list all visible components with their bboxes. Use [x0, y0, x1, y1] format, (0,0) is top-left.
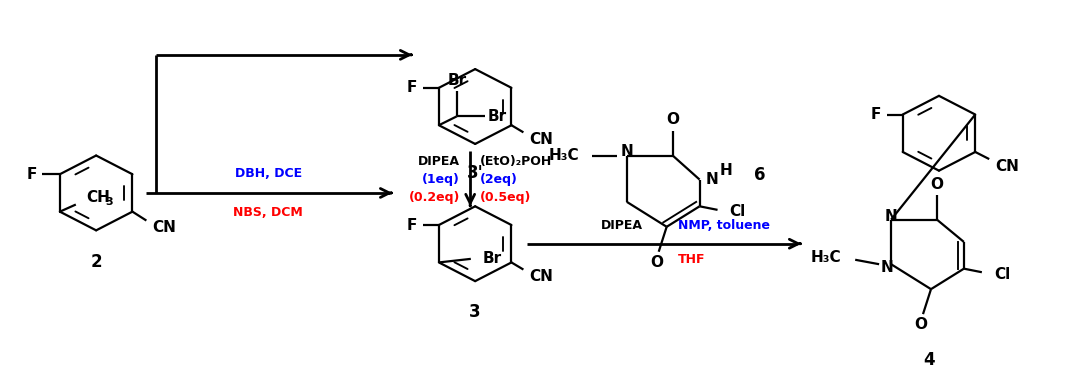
Text: 3': 3'	[467, 164, 484, 182]
Text: (0.5eq): (0.5eq)	[481, 191, 531, 204]
Text: F: F	[870, 107, 881, 122]
Text: 2: 2	[91, 252, 102, 270]
Text: F: F	[407, 218, 417, 233]
Text: H: H	[719, 163, 732, 178]
Text: (EtO)₂POH: (EtO)₂POH	[481, 155, 552, 168]
Text: NMP, toluene: NMP, toluene	[678, 219, 770, 232]
Text: CN: CN	[529, 132, 553, 147]
Text: F: F	[407, 80, 417, 95]
Text: Br: Br	[447, 73, 467, 88]
Text: H₃C: H₃C	[811, 250, 841, 265]
Text: F: F	[27, 167, 37, 182]
Text: DIPEA: DIPEA	[418, 155, 460, 168]
Text: CH: CH	[85, 190, 110, 205]
Text: Br: Br	[483, 251, 502, 266]
Text: (0.2eq): (0.2eq)	[409, 191, 460, 204]
Text: CN: CN	[995, 159, 1020, 174]
Text: Cl: Cl	[729, 204, 746, 219]
Text: N: N	[885, 208, 897, 224]
Text: THF: THF	[678, 253, 705, 266]
Text: N: N	[705, 172, 718, 187]
Text: 4: 4	[923, 350, 935, 367]
Text: N: N	[620, 145, 633, 159]
Text: 3: 3	[106, 197, 113, 207]
Text: DIPEA: DIPEA	[602, 219, 644, 232]
Text: CN: CN	[529, 269, 553, 284]
Text: (2eq): (2eq)	[481, 173, 518, 186]
Text: H₃C: H₃C	[549, 148, 579, 163]
Text: NBS, DCM: NBS, DCM	[233, 206, 303, 219]
Text: O: O	[650, 255, 663, 270]
Text: CN: CN	[152, 220, 176, 235]
Text: O: O	[666, 112, 679, 127]
Text: DBH, DCE: DBH, DCE	[234, 167, 301, 180]
Text: (1eq): (1eq)	[422, 173, 460, 186]
Text: N: N	[880, 260, 893, 275]
Text: Br: Br	[487, 109, 507, 124]
Text: Cl: Cl	[994, 266, 1010, 281]
Text: O: O	[915, 317, 928, 332]
Text: 6: 6	[755, 166, 766, 184]
Text: O: O	[931, 177, 944, 192]
Text: 3: 3	[470, 302, 481, 320]
